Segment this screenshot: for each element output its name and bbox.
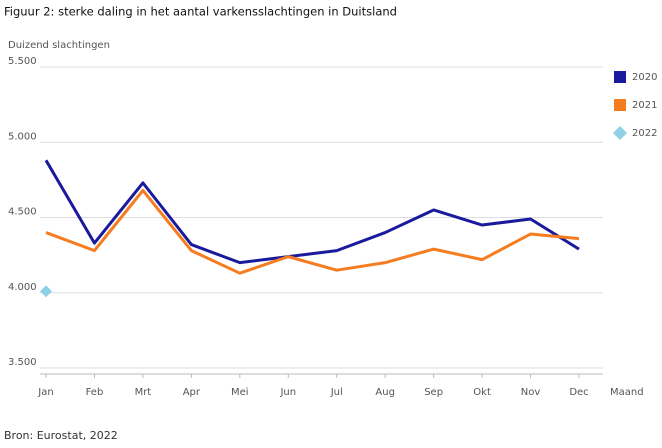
x-tick-label: Nov (521, 387, 541, 398)
source: Bron: Eurostat, 2022 (4, 429, 118, 442)
legend-label: 2022 (632, 128, 657, 139)
x-tick-label: Mei (231, 387, 249, 398)
y-tick-label: 4.000 (8, 282, 37, 293)
x-tick-label: Okt (473, 387, 491, 398)
y-tick-label: 5.500 (8, 56, 37, 67)
legend-marker (614, 99, 626, 111)
legend-marker (614, 71, 626, 83)
legend-label: 2021 (632, 100, 657, 111)
y-tick-label: 5.000 (8, 131, 37, 142)
y-tick-label: 3.500 (8, 357, 37, 368)
series-line (44, 159, 580, 265)
data-point (40, 285, 52, 298)
x-tick-label: Apr (183, 387, 201, 398)
x-tick-label: Jan (37, 387, 53, 398)
x-tick-label: Jun (279, 387, 296, 398)
x-tick-label: Aug (375, 387, 395, 398)
legend-marker (613, 126, 627, 140)
x-tick-label: Dec (569, 387, 588, 398)
legend-label: 2020 (632, 72, 657, 83)
x-tick-label: Mrt (135, 387, 152, 398)
x-tick-label: Jul (330, 387, 343, 398)
y-tick-label: 4.500 (8, 207, 37, 218)
x-tick-label: Feb (86, 387, 104, 398)
chart-title: Figuur 2: sterke daling in het aantal va… (4, 5, 397, 19)
y-axis-label: Duizend slachtingen (8, 40, 110, 51)
x-axis-label: Maand (610, 387, 644, 398)
x-tick-label: Sep (424, 387, 443, 398)
series-line (45, 188, 580, 275)
